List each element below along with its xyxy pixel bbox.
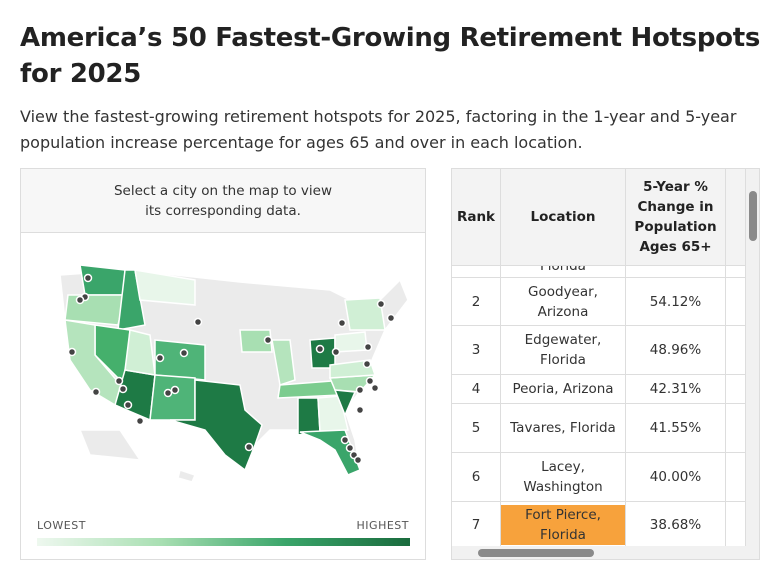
legend-low: LOWEST: [37, 519, 86, 532]
column-header-text: Location: [530, 209, 596, 225]
table-cell: 5: [452, 404, 501, 453]
vertical-scrollbar[interactable]: [746, 169, 759, 559]
table-cell-text: 7: [471, 517, 481, 533]
scroll-thumb[interactable]: [478, 549, 594, 557]
table-cell-text: 40.00%: [649, 469, 702, 485]
table-cell: [452, 256, 501, 278]
table-cell: Fort Pierce, Florida: [501, 502, 626, 549]
table-cell-text: Peoria, Arizona: [512, 381, 614, 397]
scroll-thumb[interactable]: [749, 191, 757, 241]
city-marker[interactable]: [67, 347, 77, 357]
table-cell: 6: [452, 453, 501, 502]
table-cell: 54.12%: [626, 278, 726, 326]
table-cell: Goodyear, Arizona: [501, 278, 626, 326]
column-header: Rank: [452, 169, 501, 266]
table-cell: 7: [452, 502, 501, 549]
city-marker[interactable]: [155, 353, 165, 363]
table-cell-text: 2: [471, 293, 481, 310]
table-cell: 41.55%: [626, 404, 726, 453]
city-marker[interactable]: [365, 376, 375, 386]
table-cell-text: 41.55%: [649, 420, 702, 436]
table-cell: [726, 502, 746, 549]
table-cell: 2: [452, 278, 501, 326]
horizontal-scrollbar[interactable]: [452, 546, 746, 559]
table-cell-text: 42.31%: [649, 381, 702, 397]
map-instruction: Select a city on the map to view its cor…: [113, 183, 333, 219]
legend-gradient: [37, 538, 410, 546]
table-cell: [626, 256, 726, 278]
city-marker[interactable]: [163, 388, 173, 398]
table-cell: [726, 256, 746, 278]
city-marker[interactable]: [340, 435, 350, 445]
city-marker[interactable]: [386, 313, 396, 323]
city-marker[interactable]: [362, 359, 372, 369]
city-marker[interactable]: [170, 385, 180, 395]
table-cell-text: 3: [471, 342, 481, 358]
column-header-text: Rank: [456, 209, 496, 225]
city-marker[interactable]: [353, 455, 363, 465]
city-marker[interactable]: [244, 442, 254, 452]
city-marker[interactable]: [118, 384, 128, 394]
city-marker[interactable]: [75, 295, 85, 305]
city-marker[interactable]: [263, 335, 273, 345]
table-cell: 42.31%: [626, 375, 726, 404]
table-cell: 48.96%: [626, 326, 726, 375]
city-marker[interactable]: [376, 299, 386, 309]
table-cell: 4: [452, 375, 501, 404]
table-cell-text: 6: [471, 469, 481, 485]
table-cell: Edgewater, Florida: [501, 326, 626, 375]
table-cell-text: Edgewater, Florida: [524, 332, 602, 368]
city-marker[interactable]: [355, 405, 365, 415]
city-marker[interactable]: [123, 400, 133, 410]
table-cell-text: Lacey, Washington: [523, 459, 603, 495]
table-cell: 3: [452, 326, 501, 375]
column-header: 5-Year % Change in Population Ages 65+: [626, 169, 726, 266]
map-instruction-box: Select a city on the map to view its cor…: [21, 169, 425, 233]
table-cell-text: 38.68%: [649, 517, 702, 533]
table-cell-text: 54.12%: [649, 293, 702, 310]
data-table: Florida 2 Goodyear, Arizona 54.12% 3 Edgewate…: [451, 168, 760, 560]
legend-high: HIGHEST: [356, 519, 409, 532]
city-marker[interactable]: [337, 318, 347, 328]
column-header: Location: [501, 169, 626, 266]
table-cell: Tavares, Florida: [501, 404, 626, 453]
city-marker[interactable]: [331, 347, 341, 357]
table-cell-text: 48.96%: [649, 342, 702, 358]
city-marker[interactable]: [83, 273, 93, 283]
subtitle: View the fastest-growing retirement hots…: [20, 107, 737, 152]
city-marker[interactable]: [355, 385, 365, 395]
table-cell-text: Fort Pierce, Florida: [501, 505, 625, 545]
table-cell-text: Goodyear, Arizona: [528, 283, 598, 320]
table-cell: Peoria, Arizona: [501, 375, 626, 404]
column-header: [726, 169, 746, 266]
city-marker[interactable]: [363, 342, 373, 352]
table-cell: Lacey, Washington: [501, 453, 626, 502]
city-marker[interactable]: [345, 443, 355, 453]
us-map: [59, 264, 409, 483]
title: America’s 50 Fastest-Growing Retirement …: [20, 23, 760, 89]
city-marker[interactable]: [135, 416, 145, 426]
table-cell: [726, 326, 746, 375]
table-cell: 40.00%: [626, 453, 726, 502]
city-marker[interactable]: [179, 348, 189, 358]
column-header-text: 5-Year % Change in Population Ages 65+: [634, 179, 717, 255]
table-cell-text: 5: [471, 420, 481, 436]
table-cell: [726, 453, 746, 502]
table-cell: 38.68%: [626, 502, 726, 549]
table-cell-text: 4: [471, 381, 481, 397]
city-marker[interactable]: [370, 383, 380, 393]
city-marker[interactable]: [91, 387, 101, 397]
city-marker[interactable]: [315, 344, 325, 354]
table-cell-text: Tavares, Florida: [510, 420, 616, 436]
city-marker[interactable]: [193, 317, 203, 327]
table-cell: [726, 375, 746, 404]
city-marker[interactable]: [114, 376, 124, 386]
table-cell: [726, 278, 746, 326]
map-panel: Select a city on the map to view its cor…: [20, 168, 426, 560]
table-cell: [726, 404, 746, 453]
